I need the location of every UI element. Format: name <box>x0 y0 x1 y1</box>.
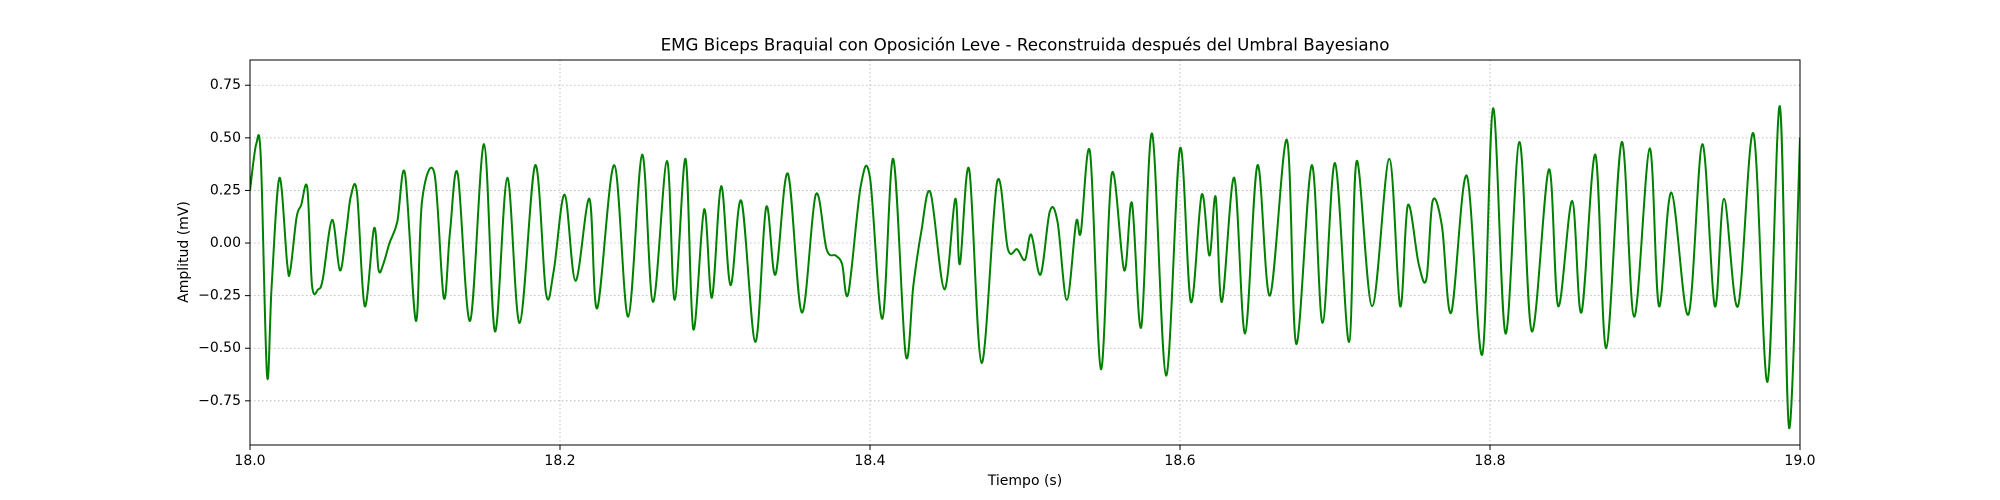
x-tick-label: 18.0 <box>234 453 265 469</box>
x-tick-label: 18.4 <box>854 453 885 469</box>
y-tick-label: −0.25 <box>198 288 241 304</box>
x-tick-label: 18.6 <box>1164 453 1195 469</box>
y-axis-label: Amplitud (mV) <box>176 201 192 303</box>
x-tick-label: 18.8 <box>1474 453 1505 469</box>
y-tick-label: −0.75 <box>198 393 241 409</box>
y-tick-label: 0.25 <box>210 182 241 198</box>
y-tick-label: 0.00 <box>210 235 241 251</box>
x-tick-label: 18.2 <box>544 453 575 469</box>
y-tick-label: 0.50 <box>210 130 241 146</box>
signal-line <box>250 105 1800 430</box>
chart-title: EMG Biceps Braquial con Oposición Leve -… <box>661 35 1390 55</box>
y-tick-label: 0.75 <box>210 77 241 93</box>
plot-frame <box>249 59 1801 446</box>
x-axis-label: Tiempo (s) <box>987 473 1062 489</box>
y-tick-label: −0.50 <box>198 340 241 356</box>
x-tick-label: 19.0 <box>1784 453 1815 469</box>
